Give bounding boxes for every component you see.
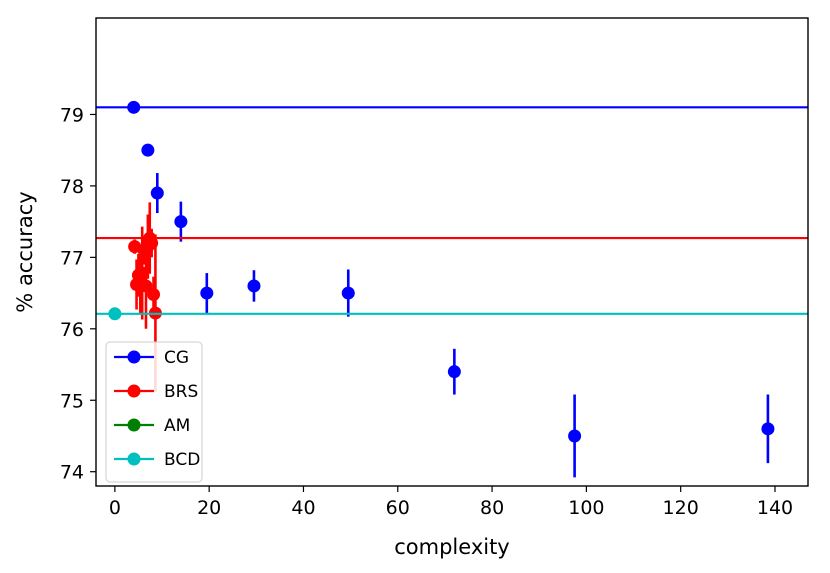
- series-cg-point: [174, 215, 188, 229]
- legend-swatch-marker: [127, 350, 141, 364]
- legend-item-bcd: BCD: [114, 450, 200, 470]
- legend-item-brs: BRS: [114, 382, 198, 402]
- series-brs: [96, 202, 808, 392]
- series-cg-point: [568, 429, 582, 443]
- y-tick-label: 78: [60, 176, 84, 198]
- y-axis-label: % accuracy: [13, 191, 37, 312]
- legend: CG BRS AM BCD: [105, 341, 203, 483]
- x-tick-label: 0: [109, 497, 121, 519]
- series-cg-point: [141, 143, 155, 157]
- legend-item-cg: CG: [114, 348, 189, 368]
- legend-label: BRS: [164, 382, 198, 402]
- series-cg-point: [127, 100, 141, 114]
- series-brs-point: [135, 266, 149, 280]
- legend-item-am: AM: [114, 416, 190, 436]
- y-tick-label: 77: [60, 247, 84, 269]
- plot-frame: [95, 17, 809, 487]
- legend-label: AM: [164, 416, 190, 436]
- y-tick-label: 74: [60, 462, 84, 484]
- y-tick-label: 76: [60, 319, 84, 341]
- series-bcd: [96, 307, 808, 321]
- series-cg-point: [150, 186, 164, 200]
- series-brs-point: [145, 236, 159, 250]
- legend-label: CG: [164, 348, 189, 368]
- series-cg-point: [247, 279, 261, 293]
- x-tick-label: 100: [568, 497, 604, 519]
- y-tick-label: 79: [60, 104, 84, 126]
- x-tick-label: 20: [197, 497, 221, 519]
- series-cg-point: [761, 422, 775, 436]
- x-tick-label: 80: [480, 497, 504, 519]
- series-brs-point: [139, 279, 153, 293]
- series-cg-point: [200, 286, 214, 300]
- y-tick-label: 75: [60, 390, 84, 412]
- x-axis: 0 20 40 60 80 100 120 140: [109, 486, 793, 519]
- x-axis-label: complexity: [394, 535, 510, 559]
- legend-box: [105, 341, 203, 483]
- legend-swatch-marker: [127, 384, 141, 398]
- series-bcd-point: [108, 307, 122, 321]
- series-brs-point: [147, 288, 161, 302]
- x-tick-label: 60: [386, 497, 410, 519]
- legend-swatch-marker: [127, 418, 141, 432]
- series-cg-point: [341, 286, 355, 300]
- x-tick-label: 40: [291, 497, 315, 519]
- legend-label: BCD: [164, 450, 200, 470]
- legend-swatch-marker: [127, 452, 141, 466]
- series-layer: [96, 100, 808, 478]
- series-cg: [96, 100, 808, 478]
- x-tick-label: 120: [663, 497, 699, 519]
- y-axis: 74 75 76 77 78 79: [60, 104, 96, 484]
- series-cg-point: [447, 365, 461, 379]
- x-tick-label: 140: [757, 497, 793, 519]
